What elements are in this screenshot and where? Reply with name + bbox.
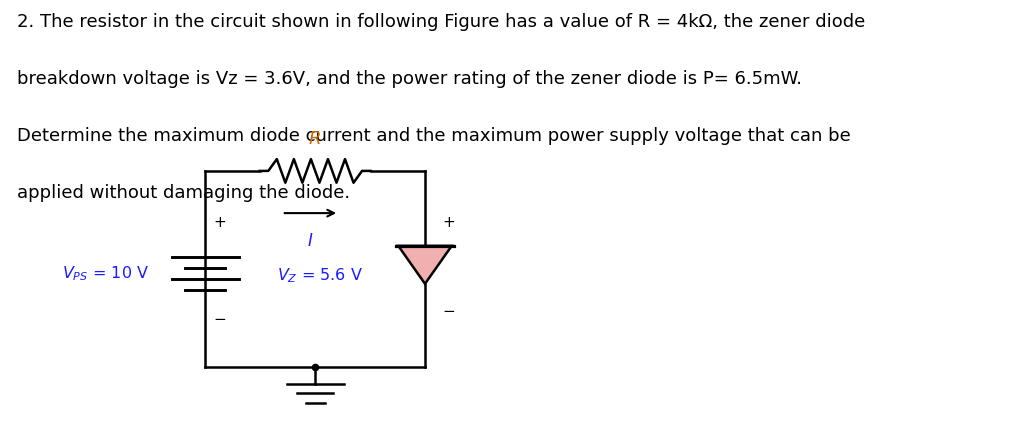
Text: 2. The resistor in the circuit shown in following Figure has a value of R = 4kΩ,: 2. The resistor in the circuit shown in … [17,13,865,31]
Text: R: R [309,130,322,148]
Text: +: + [442,215,455,230]
Text: $V_{PS}$ = 10 V: $V_{PS}$ = 10 V [61,264,148,283]
Text: −: − [442,304,455,319]
Text: +: + [213,215,226,230]
Text: $V_Z$ = 5.6 V: $V_Z$ = 5.6 V [276,266,362,285]
Text: I: I [308,232,313,250]
Text: applied without damaging the diode.: applied without damaging the diode. [17,184,350,202]
Polygon shape [398,246,452,284]
Text: −: − [213,312,226,327]
Text: Determine the maximum diode current and the maximum power supply voltage that ca: Determine the maximum diode current and … [17,127,851,145]
Text: breakdown voltage is Vz = 3.6V, and the power rating of the zener diode is P= 6.: breakdown voltage is Vz = 3.6V, and the … [17,70,802,88]
